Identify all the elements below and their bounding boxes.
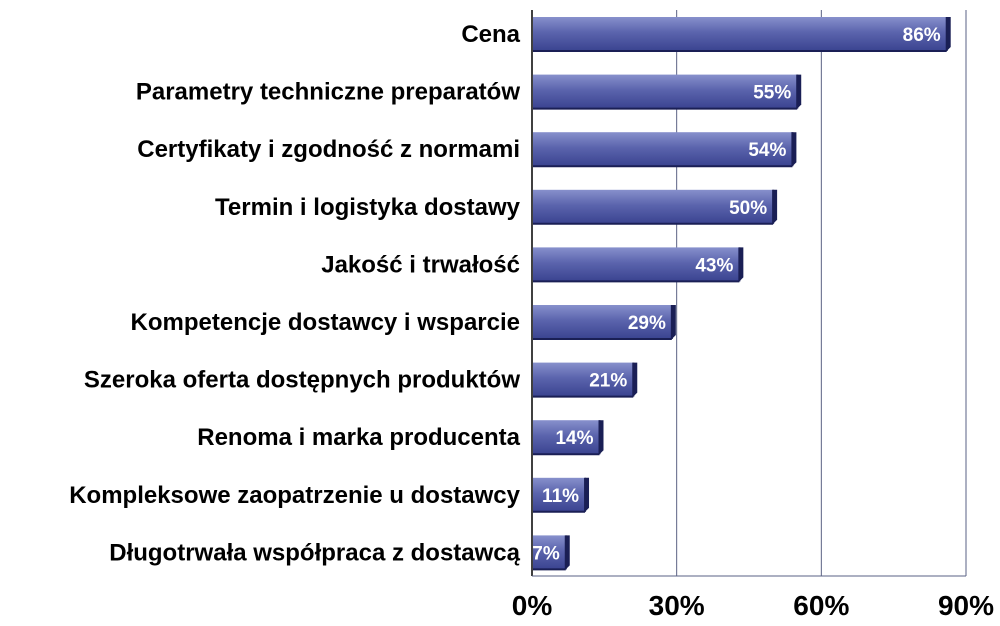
data-label-4: 43% [695,255,733,276]
bar-4 [533,247,740,282]
category-label-1: Parametry techniczne preparatów [136,79,520,106]
data-label-9: 7% [532,543,560,564]
category-labels: Cena Parametry techniczne preparatów Certy… [69,21,520,566]
category-label-9: Długotrwała współpraca z dostawcą [109,539,520,566]
bar-layer: 86% 55% 54% 50% 43% 29% 21% 14% 11% 7% [532,17,951,571]
bar-8 [533,477,586,512]
category-label-2: Certyfikaty i zgodność z normami [137,136,520,163]
bar-6 [533,362,634,397]
category-label-0: Cena [461,21,520,48]
data-label-8: 11% [542,486,579,507]
category-label-8: Kompleksowe zaopatrzenie u dostawcy [69,482,520,509]
category-label-5: Kompetencje dostawcy i wsparcie [131,309,520,336]
category-label-4: Jakość i trwałość [321,251,520,278]
category-label-6: Szeroka oferta dostępnych produktów [84,367,520,394]
bar-7 [533,420,600,455]
category-label-7: Renoma i marka producenta [197,424,520,451]
data-label-3: 50% [729,198,767,219]
grid-layer [531,10,967,577]
x-tick-label-30: 30% [649,590,705,621]
data-label-2: 54% [748,140,786,161]
bar-9 [533,535,566,570]
data-label-0: 86% [903,25,941,46]
x-tick-label-0: 0% [512,590,553,621]
data-label-5: 29% [628,313,666,334]
bar-3 [533,189,774,224]
category-label-3: Termin i logistyka dostawy [215,194,521,221]
data-label-1: 55% [753,83,791,104]
bar-2 [533,132,793,167]
bar-0 [533,17,947,51]
data-label-7: 14% [555,428,593,449]
bar-1 [533,74,798,109]
bar-5 [533,305,672,339]
x-axis-tick-labels: 0% 30% 60% 90% [512,590,994,621]
x-tick-label-90: 90% [938,590,994,621]
x-tick-label-60: 60% [793,590,849,621]
data-label-6: 21% [589,371,627,392]
